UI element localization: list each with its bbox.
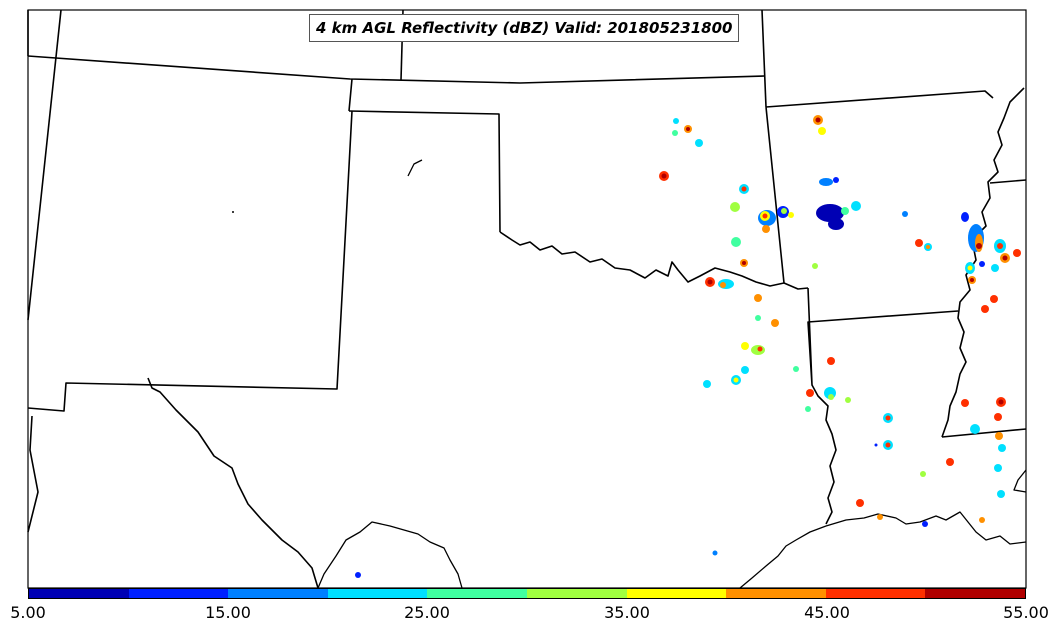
border-nm-left (27, 415, 39, 533)
border-co-south (27, 110, 353, 412)
border-tn (989, 179, 1027, 184)
reflectivity-cells (232, 115, 1021, 578)
border-co-ks (348, 78, 353, 112)
colorbar-segment (128, 589, 229, 598)
border-red-river (499, 231, 809, 290)
colorbar-segment (526, 589, 627, 598)
border-la-east (941, 428, 1027, 438)
border-ar-la (807, 287, 959, 386)
map-border (27, 9, 1027, 589)
colorbar-tick-label: 15.00 (205, 603, 251, 622)
border-ok-ar (765, 106, 785, 284)
colorbar (28, 588, 1026, 599)
colorbar-tick-label: 25.00 (404, 603, 450, 622)
colorbar-segment (29, 589, 129, 598)
colorbar-segment (427, 589, 527, 598)
border-ut-wy-north (27, 55, 766, 84)
colorbar-segment (925, 589, 1025, 598)
colorbar-segment (626, 589, 727, 598)
map-title: 4 km AGL Reflectivity (dBZ) Valid: 20180… (309, 14, 740, 42)
border-ok-north (348, 110, 501, 233)
border-co-west (27, 9, 62, 321)
border-ks-east (761, 9, 767, 108)
colorbar-tick-label: 45.00 (804, 603, 850, 622)
colorbar-tick-label: 5.00 (10, 603, 46, 622)
colorbar-segment (228, 589, 328, 598)
border-sabine (811, 384, 837, 525)
coastline (317, 159, 1027, 589)
colorbar-tick-label: 35.00 (604, 603, 650, 622)
state-borders (27, 9, 1027, 589)
colorbar-tick-label: 55.00 (1003, 603, 1049, 622)
colorbar-segment (726, 589, 826, 598)
border-mississippi (941, 87, 1025, 438)
border-tx-west (147, 377, 319, 589)
colorbar-segment (327, 589, 428, 598)
border-mo-ar (765, 90, 994, 108)
colorbar-segment (825, 589, 926, 598)
